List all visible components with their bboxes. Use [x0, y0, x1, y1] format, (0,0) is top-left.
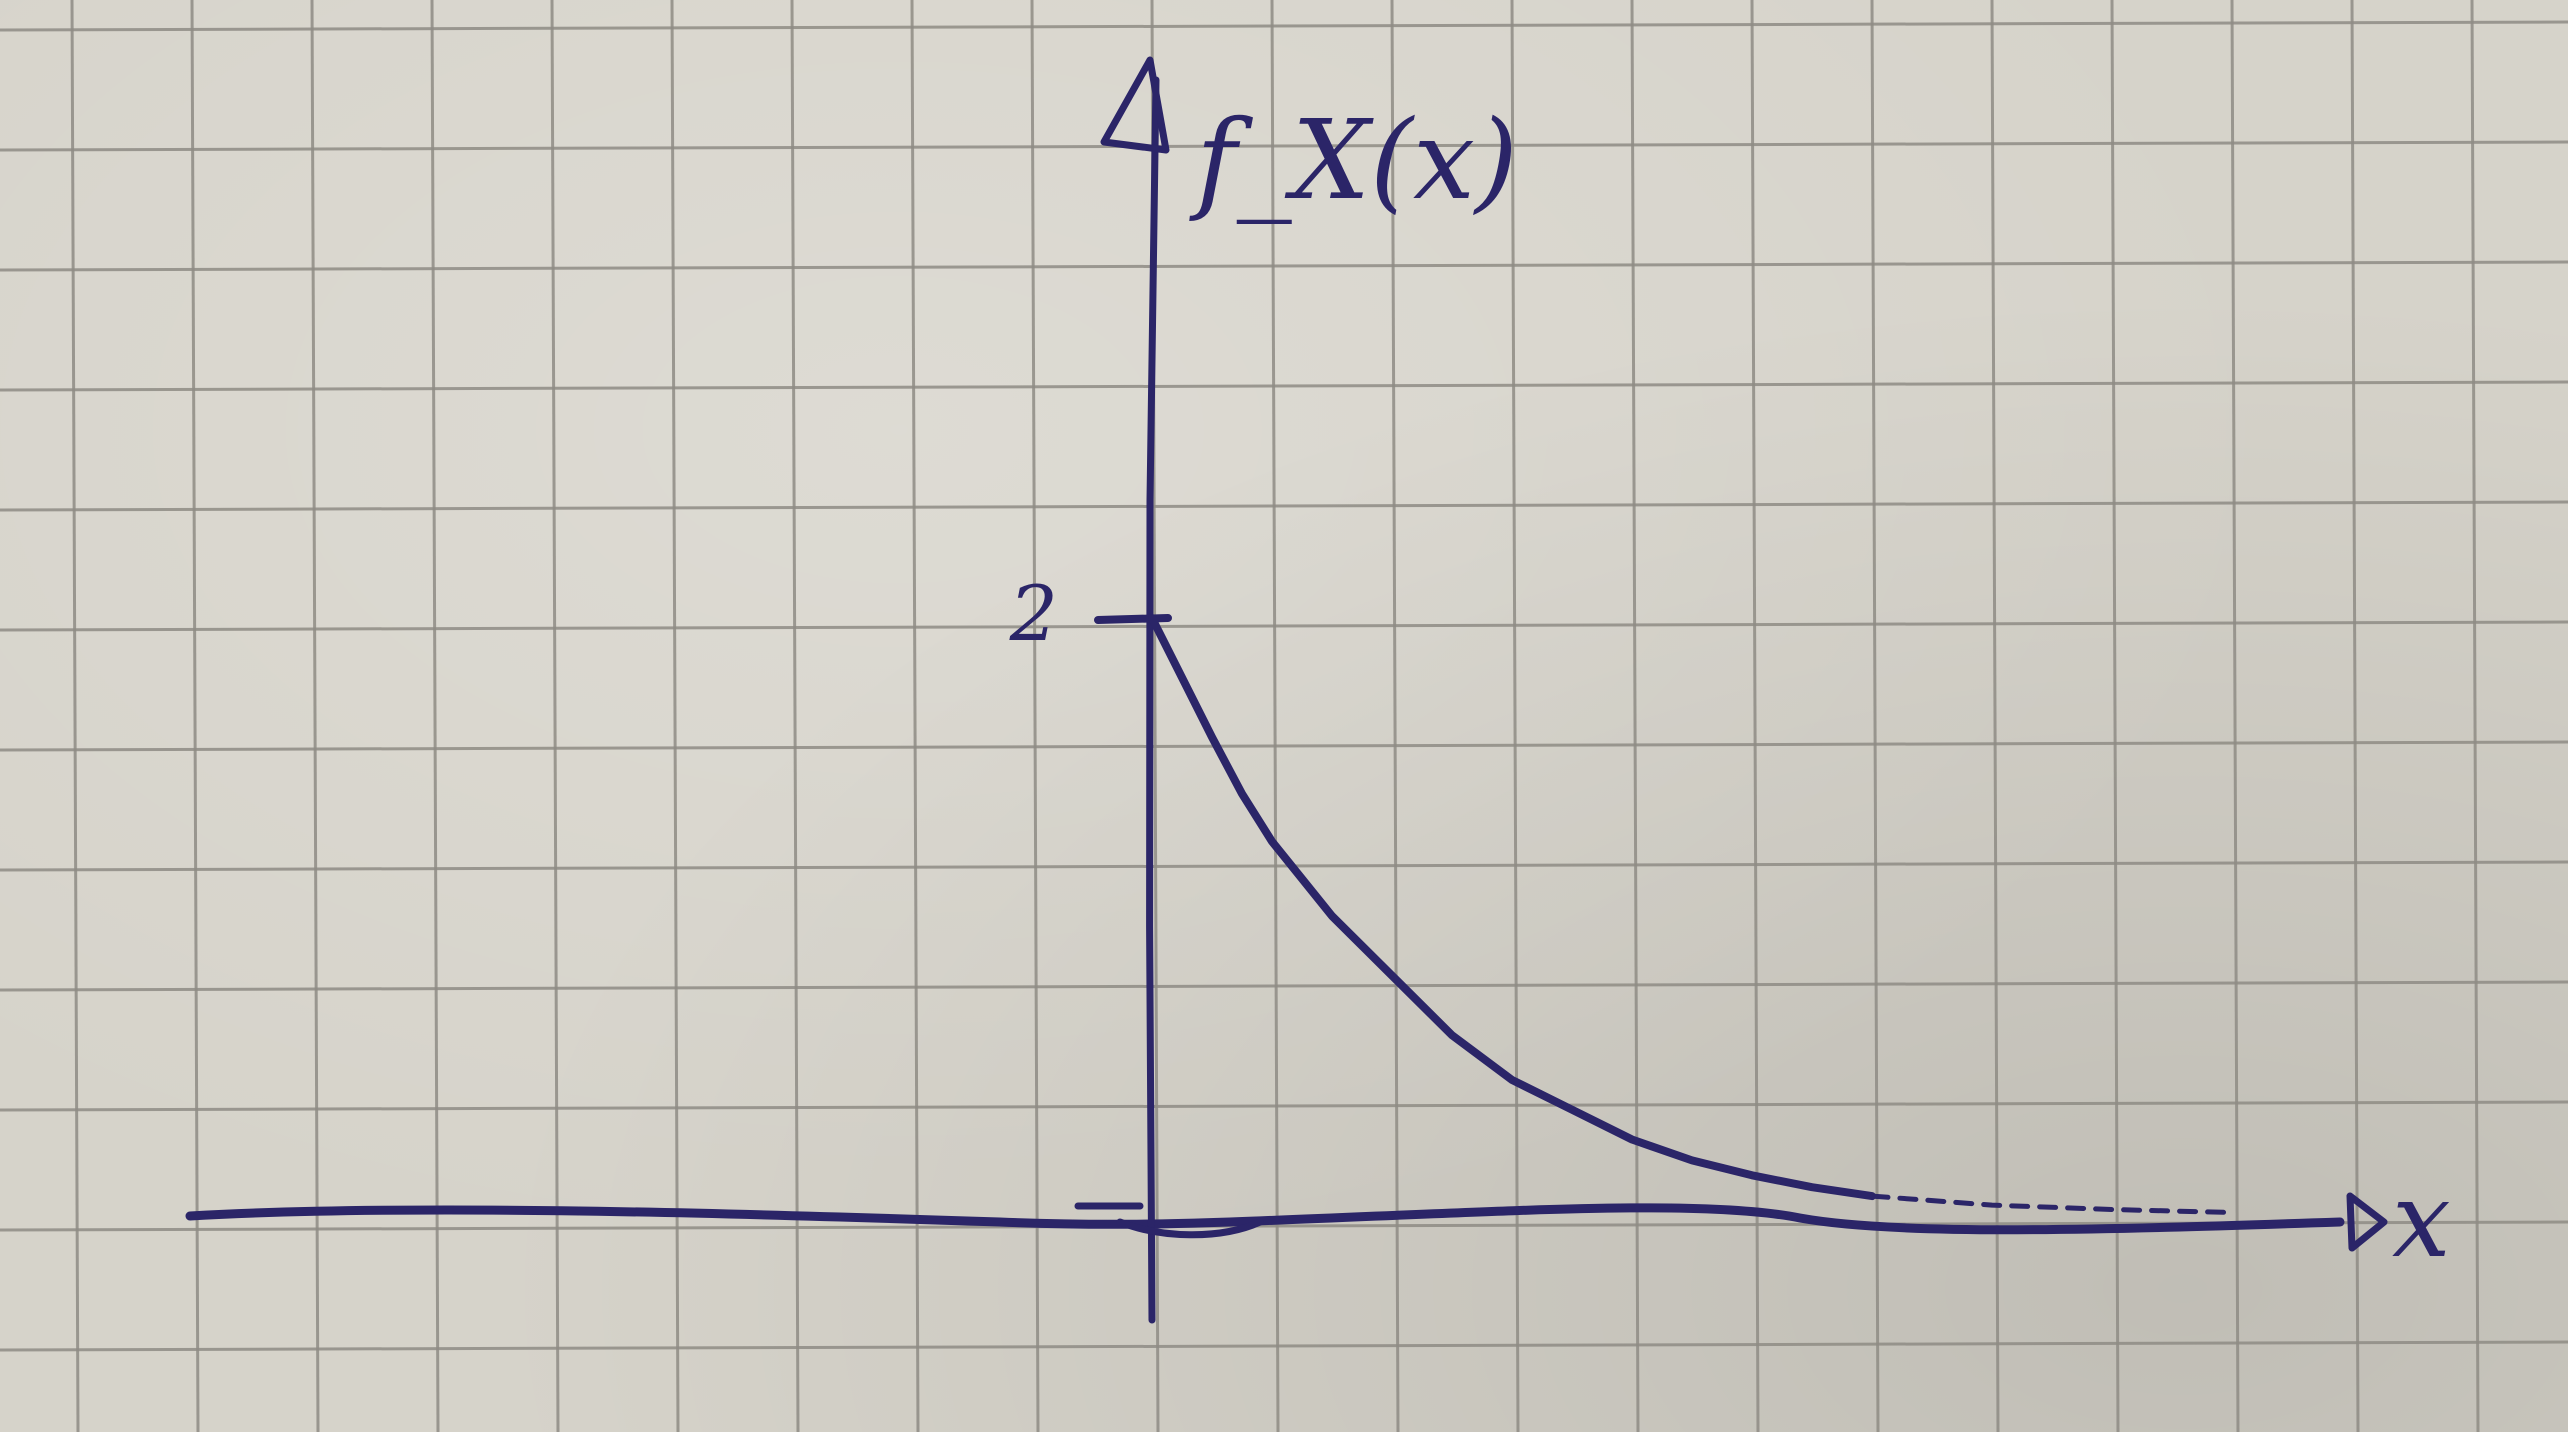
- x-axis-label: x: [2392, 1159, 2451, 1281]
- y-axis-line: [1145, 76, 1160, 1324]
- grid-line-vertical: [550, 0, 560, 1432]
- y-axis-arrow: [1100, 56, 1170, 154]
- curve-tail-dashed: [1869, 1193, 2235, 1215]
- grid-line-vertical: [310, 0, 320, 1432]
- grid-line-horizontal: [0, 740, 2568, 752]
- grid-line-vertical: [1750, 0, 1760, 1432]
- grid-line-horizontal: [0, 1340, 2568, 1352]
- grid-line-vertical: [1990, 0, 2000, 1432]
- y-axis-label-main: f_X(x): [1189, 96, 1518, 224]
- grid-line-horizontal: [0, 500, 2568, 512]
- grid-line-vertical: [70, 0, 80, 1432]
- grid-line-horizontal: [0, 620, 2568, 632]
- grid-line-vertical: [1390, 0, 1400, 1432]
- grid-line-horizontal: [0, 980, 2568, 992]
- x-axis-arrow: [2346, 1192, 2388, 1252]
- grid-line-vertical: [1630, 0, 1640, 1432]
- grid-line-vertical: [1510, 0, 1520, 1432]
- origin-tick: [1074, 1202, 1264, 1239]
- grid-line-horizontal: [0, 1220, 2568, 1232]
- grid-line-vertical: [2350, 0, 2360, 1432]
- grid-line-vertical: [1270, 0, 1280, 1432]
- grid-line-vertical: [2230, 0, 2240, 1432]
- x-axis-line: [185, 1203, 2345, 1235]
- grid-line-horizontal: [0, 1100, 2568, 1112]
- grid-line-vertical: [1030, 0, 1040, 1432]
- grid-line-vertical: [1870, 0, 1880, 1432]
- grid-line-vertical: [670, 0, 680, 1432]
- grid-line-horizontal: [0, 140, 2568, 152]
- grid-line-horizontal: [0, 860, 2568, 872]
- y-tick-label: 2: [1009, 569, 1058, 658]
- density-curve: [1148, 614, 1876, 1201]
- y-tick-2: [1094, 614, 1172, 624]
- grid-line-vertical: [910, 0, 920, 1432]
- y-axis-label: f_X(x): [1189, 96, 1518, 224]
- grid-line-horizontal: [0, 20, 2568, 32]
- grid-line-vertical: [190, 0, 200, 1432]
- grid-line-horizontal: [0, 260, 2568, 272]
- grid-line-vertical: [430, 0, 440, 1432]
- grid-line-vertical: [2110, 0, 2120, 1432]
- grid-line-vertical: [790, 0, 800, 1432]
- grid-line-horizontal: [0, 380, 2568, 392]
- grid-line-vertical: [2470, 0, 2480, 1432]
